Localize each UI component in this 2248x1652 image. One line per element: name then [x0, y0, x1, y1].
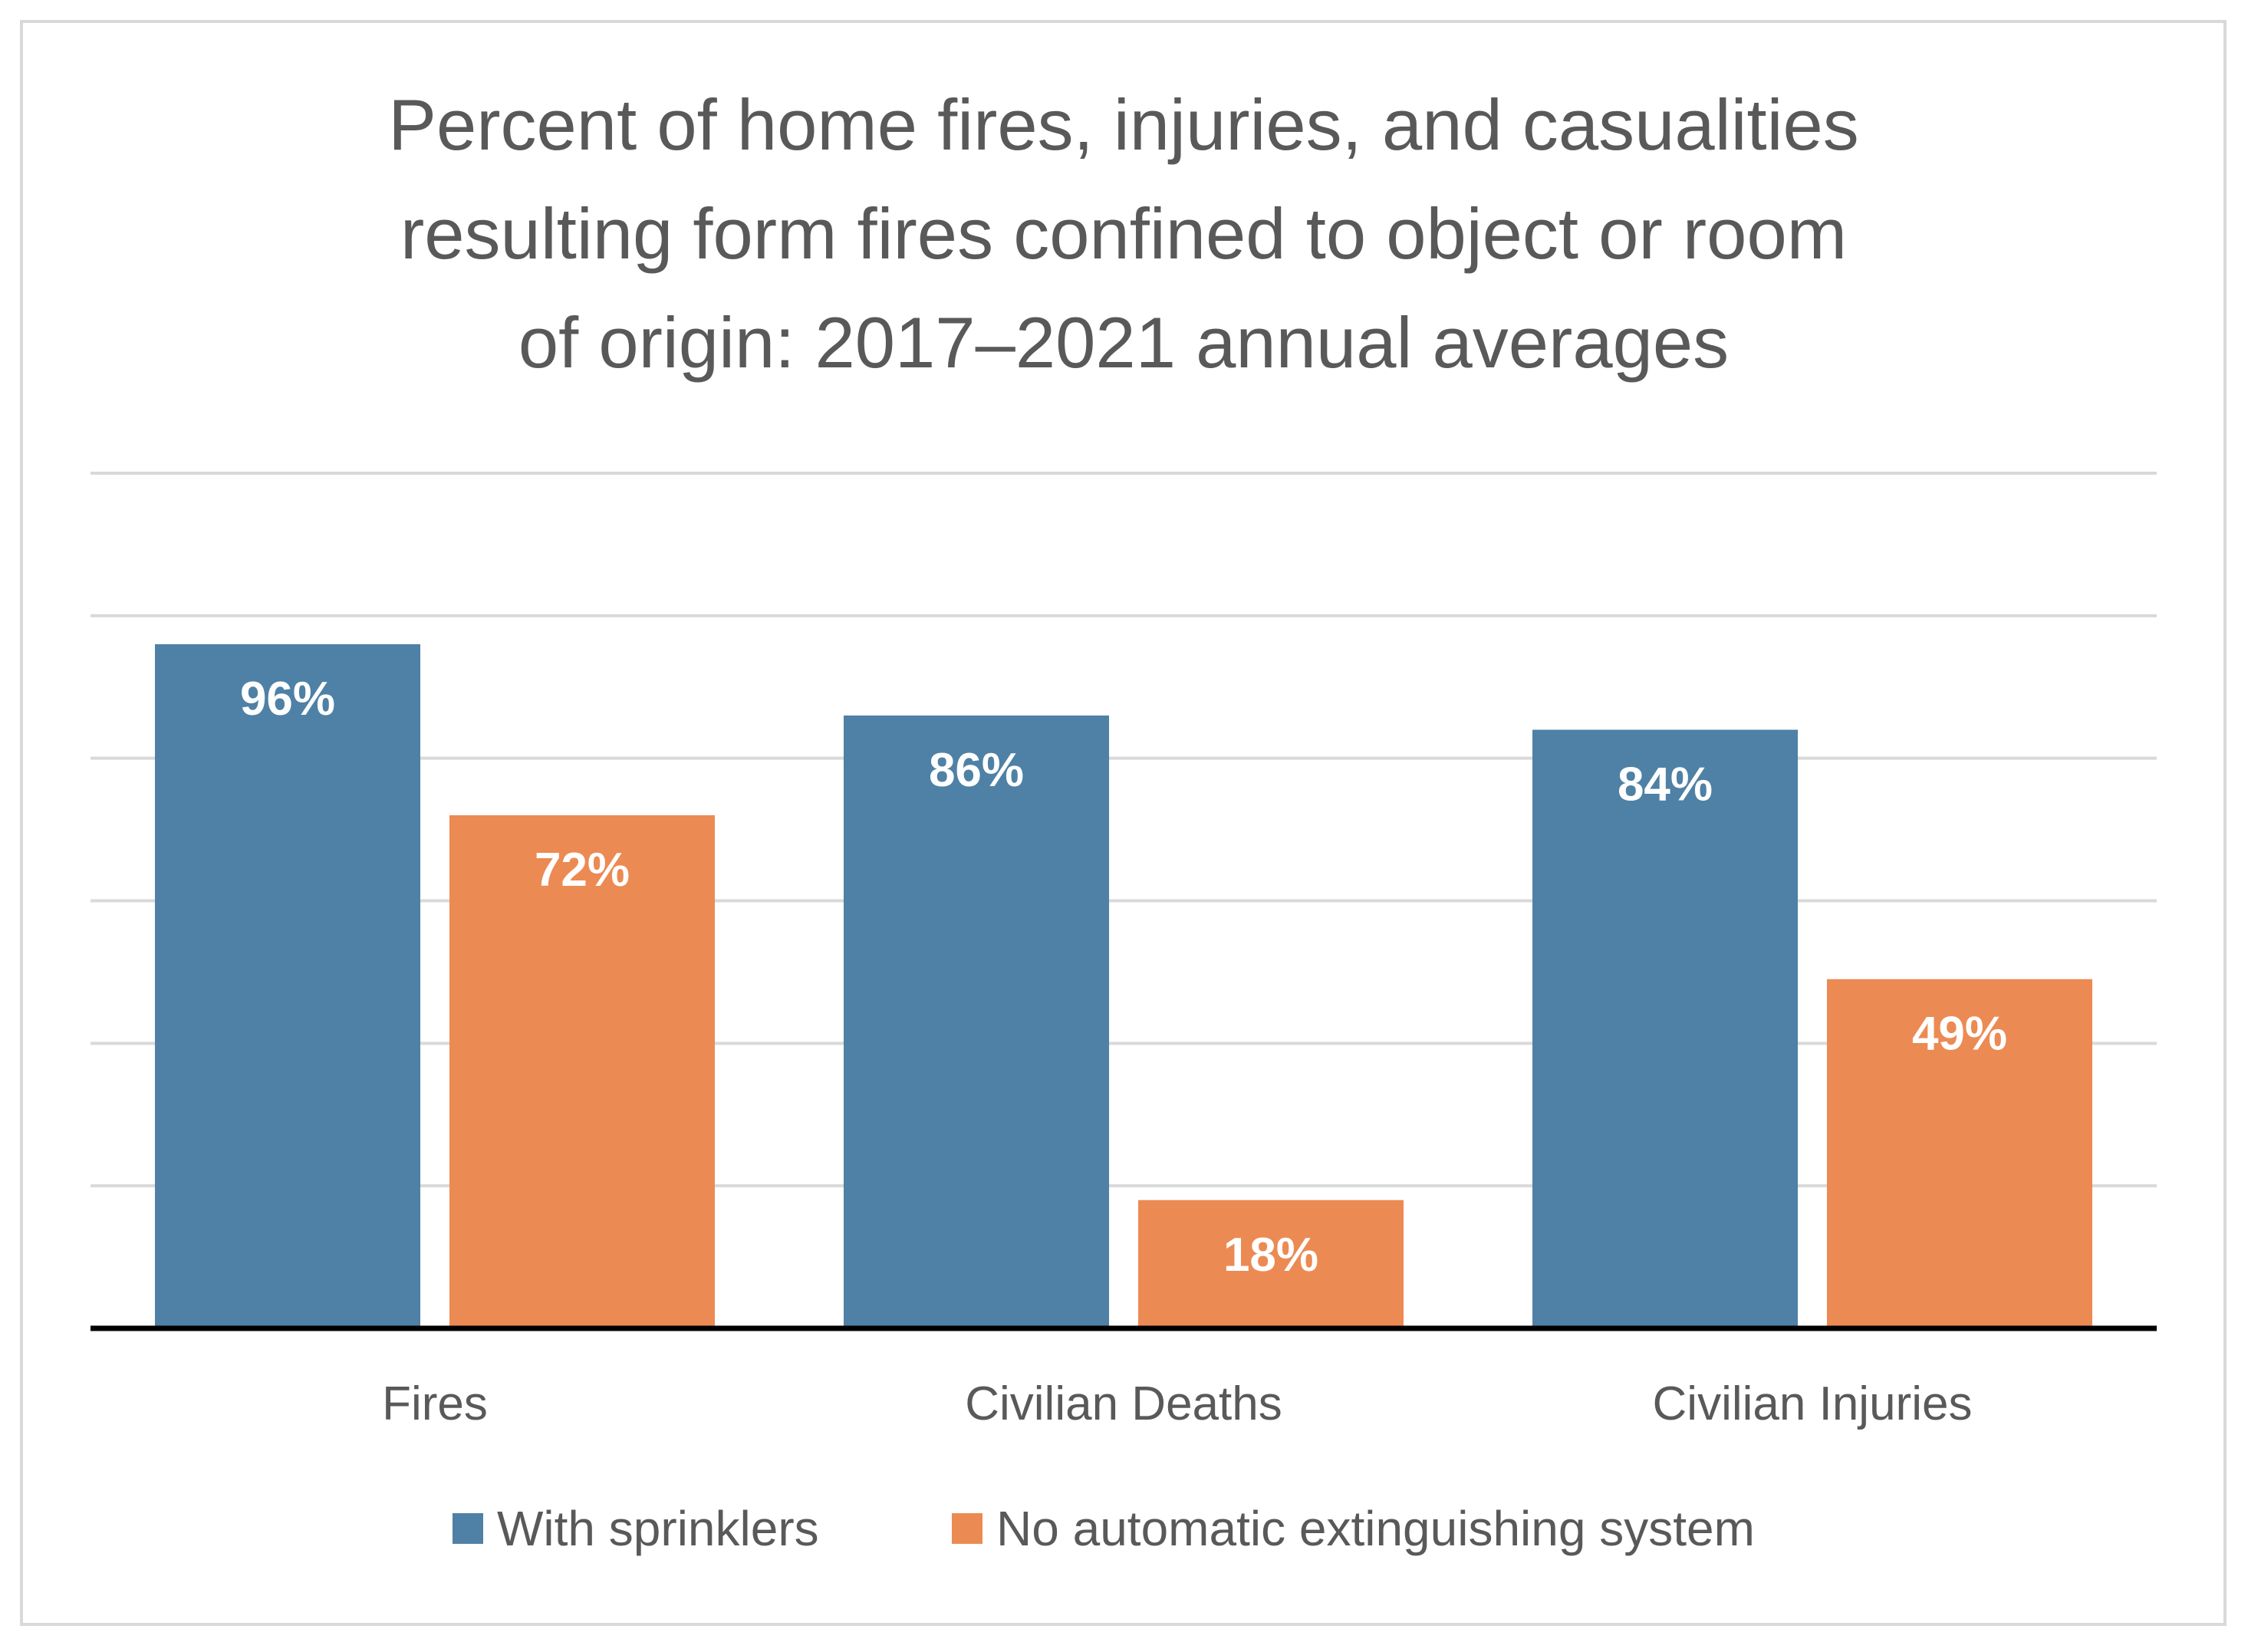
data-label: 86%	[929, 744, 1024, 797]
data-label: 18%	[1223, 1229, 1318, 1282]
category-label: Civilian Deaths	[965, 1377, 1282, 1430]
bar-no-system-0	[449, 815, 715, 1328]
bar-with-sprinklers-1	[844, 715, 1109, 1328]
data-label: 72%	[535, 844, 630, 897]
category-labels: Fires Civilian Deaths Civilian Injuries	[382, 1377, 1972, 1430]
category-label: Civilian Injuries	[1653, 1377, 1973, 1430]
legend-label: With sprinklers	[497, 1501, 819, 1556]
bar-no-system-2	[1827, 979, 2092, 1328]
chart-title: Percent of home fires, injuries, and cas…	[388, 84, 1859, 383]
legend-label: No automatic extinguishing system	[996, 1501, 1755, 1556]
category-label: Fires	[382, 1377, 488, 1430]
data-label: 49%	[1912, 1008, 2007, 1061]
legend-swatch	[453, 1513, 483, 1544]
chart-title-line-1: Percent of home fires, injuries, and cas…	[388, 84, 1859, 165]
bars: 96% 86% 84% 72% 18% 49%	[155, 644, 2092, 1328]
legend-swatch	[952, 1513, 982, 1544]
bar-with-sprinklers-0	[155, 644, 420, 1328]
chart-title-line-3: of origin: 2017–2021 annual averages	[518, 302, 1729, 383]
gridlines	[91, 472, 2157, 1188]
data-label: 96%	[240, 673, 335, 726]
data-label: 84%	[1618, 759, 1713, 811]
bar-with-sprinklers-2	[1532, 729, 1798, 1328]
bar-no-system-1	[1138, 1200, 1404, 1328]
legend: With sprinklers No automatic extinguishin…	[453, 1501, 1755, 1556]
chart-title-line-2: resulting form fires confined to object …	[400, 193, 1847, 274]
